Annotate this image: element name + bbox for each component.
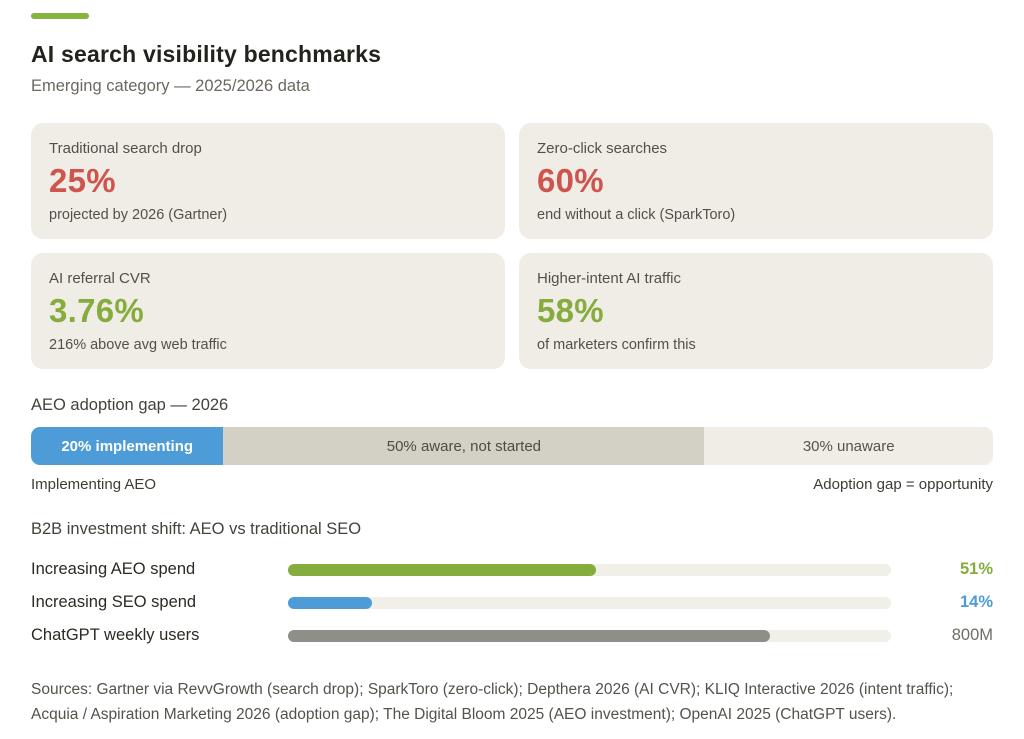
bar-track [288,563,891,576]
adoption-gap-opportunity-note: Adoption gap = opportunity [813,476,993,493]
page-title: AI search visibility benchmarks [31,41,382,67]
accent-bar [31,13,89,19]
sources-footnote: Sources: Gartner via RevvGrowth (search … [31,681,954,724]
stat-card-label: AI referral CVR [49,270,151,287]
page-subtitle: Emerging category — 2025/2026 data [31,77,310,95]
adoption-gap-heading: AEO adoption gap — 2026 [31,396,229,414]
stat-card-higher-intent-ai-traffic: Higher-intent AI traffic 58% of marketer… [519,253,993,369]
bar-row-aeo-spend: Increasing AEO spend 51% [31,553,993,586]
stat-card-label: Zero-click searches [537,140,668,157]
stat-card-label: Traditional search drop [49,140,202,157]
bar-value: 14% [959,593,993,611]
stat-card-value: 60% [537,162,604,199]
investment-bar-chart: Increasing AEO spend 51% Increasing SEO … [31,553,993,652]
stat-card-note: 216% above avg web traffic [49,337,227,353]
bar-value: 51% [959,560,993,578]
bar-fill-chatgpt-users [288,629,771,642]
segment-aware-not-started: 50% aware, not started [223,427,705,465]
stat-card-grid: Traditional search drop 25% projected by… [31,123,993,369]
adoption-gap-stacked-bar: 20% implementing 50% aware, not started … [31,427,993,465]
segment-implementing: 20% implementing [31,427,224,465]
stat-card-ai-referral-cvr: AI referral CVR 3.76% 216% above avg web… [31,253,505,369]
bar-track [288,596,891,609]
implementing-aeo-note: Implementing AEO [31,476,157,493]
bar-row-chatgpt-users: ChatGPT weekly users 800M [31,619,993,652]
bar-row-label: ChatGPT weekly users [31,626,200,644]
stat-card-note: end without a click (SparkToro) [537,207,736,223]
investment-shift-heading: B2B investment shift: AEO vs traditional… [31,520,362,538]
stat-card-zero-click-searches: Zero-click searches 60% end without a cl… [519,123,993,239]
stat-card-note: of marketers confirm this [537,337,696,353]
bar-fill-seo-spend [288,596,373,609]
stat-card-value: 3.76% [49,292,145,329]
stat-card-traditional-search-drop: Traditional search drop 25% projected by… [31,123,505,239]
stat-card-label: Higher-intent AI traffic [537,270,681,287]
adoption-gap-notes: Implementing AEO Adoption gap = opportun… [31,476,993,493]
bar-row-label: Increasing AEO spend [31,560,196,578]
stat-card-value: 25% [49,162,116,199]
bar-fill-aeo-spend [288,563,596,576]
bar-value: 800M [951,626,993,644]
bar-track [288,629,891,642]
bar-row-label: Increasing SEO spend [31,593,197,611]
stat-card-value: 58% [537,292,604,329]
segment-unaware: 30% unaware [704,427,993,465]
bar-row-seo-spend: Increasing SEO spend 14% [31,586,993,619]
stat-card-note: projected by 2026 (Gartner) [49,207,228,223]
